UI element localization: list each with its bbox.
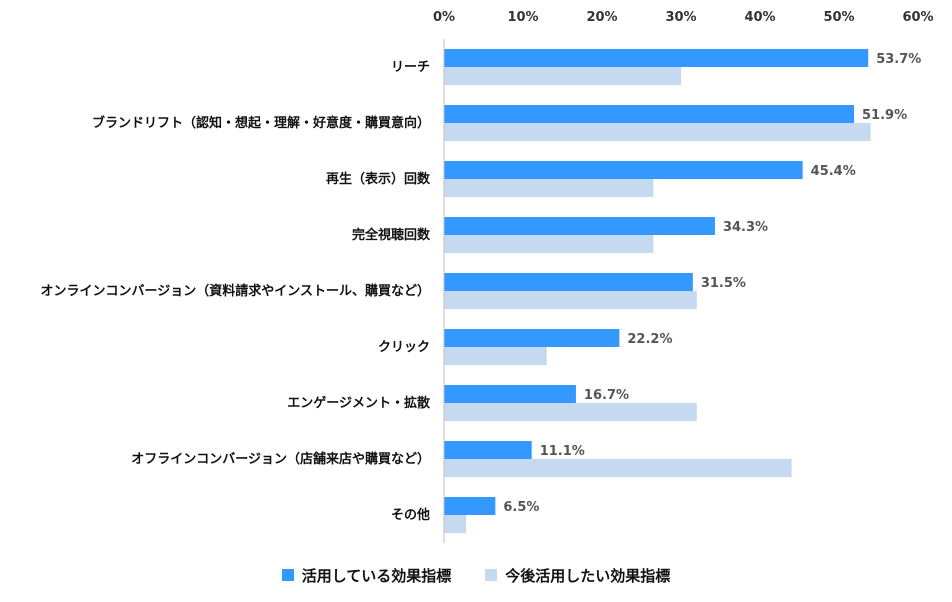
bar-future [444, 459, 792, 477]
category-label: ブランドリフト（認知・想起・理解・好意度・購買意向） [92, 115, 430, 131]
x-tick-label: 50% [823, 10, 854, 25]
bar-future [444, 291, 697, 309]
data-labels: 53.7% 51.9% 45.4% 34.3% 31.5% 22.2% 16.7% 11.1%… [503, 52, 921, 515]
category-label: その他 [391, 507, 430, 523]
bar-future [444, 235, 654, 253]
x-tick-label: 10% [507, 10, 538, 25]
bar-chart: 0% 10% 20% 30% 40% 50% 60% リーチブランドリフト（認知・想起・理解… [41, 10, 934, 543]
category-label: オンラインコンバージョン（資料請求やインストール、購買など） [41, 283, 430, 299]
data-label-current: 31.5% [701, 276, 746, 291]
x-tick-label: 0% [433, 10, 455, 25]
category-label: クリック [378, 340, 430, 355]
bar-current [444, 329, 620, 347]
legend-item-future: 今後活用したい効果指標 [485, 565, 670, 586]
bar-current [444, 217, 715, 235]
data-label-current: 34.3% [723, 220, 768, 235]
legend-swatch-future [485, 569, 498, 581]
x-tick-label: 30% [665, 10, 696, 25]
x-tick-label: 40% [744, 10, 775, 25]
bar-future [444, 347, 547, 365]
legend-item-current: 活用している効果指標 [281, 565, 452, 586]
bars [444, 49, 871, 533]
category-label: 完全視聴回数 [352, 227, 431, 243]
bar-current [444, 385, 576, 403]
legend-swatch-current [281, 569, 294, 581]
x-tick-label: 20% [586, 10, 617, 25]
data-label-current: 51.9% [862, 108, 907, 123]
bar-current [444, 273, 693, 291]
bar-future [444, 67, 681, 85]
category-label: 再生（表示）回数 [326, 171, 431, 187]
bar-future [444, 123, 871, 141]
category-label: リーチ [391, 60, 430, 75]
data-label-current: 53.7% [876, 52, 921, 67]
bar-future [444, 403, 697, 421]
bar-current [444, 161, 803, 179]
data-label-current: 22.2% [627, 332, 672, 347]
bar-current [444, 49, 869, 67]
category-label: オフラインコンバージョン（店舗来店や購買など） [131, 451, 430, 467]
data-label-current: 45.4% [811, 164, 856, 179]
legend-label-future: 今後活用したい効果指標 [505, 566, 671, 585]
bar-current [444, 497, 496, 515]
data-label-current: 16.7% [584, 388, 629, 403]
data-label-current: 11.1% [540, 444, 585, 459]
bar-future [444, 515, 467, 533]
bar-current [444, 105, 855, 123]
data-label-current: 6.5% [503, 500, 539, 515]
bar-current [444, 441, 532, 459]
legend-label-current: 活用している効果指標 [301, 566, 452, 585]
x-axis-ticks: 0% 10% 20% 30% 40% 50% 60% [433, 10, 934, 25]
x-tick-label: 60% [902, 10, 933, 25]
category-label: エンゲージメント・拡散 [287, 395, 431, 411]
bar-future [444, 179, 654, 197]
legend: 活用している効果指標 今後活用したい効果指標 [0, 562, 952, 588]
